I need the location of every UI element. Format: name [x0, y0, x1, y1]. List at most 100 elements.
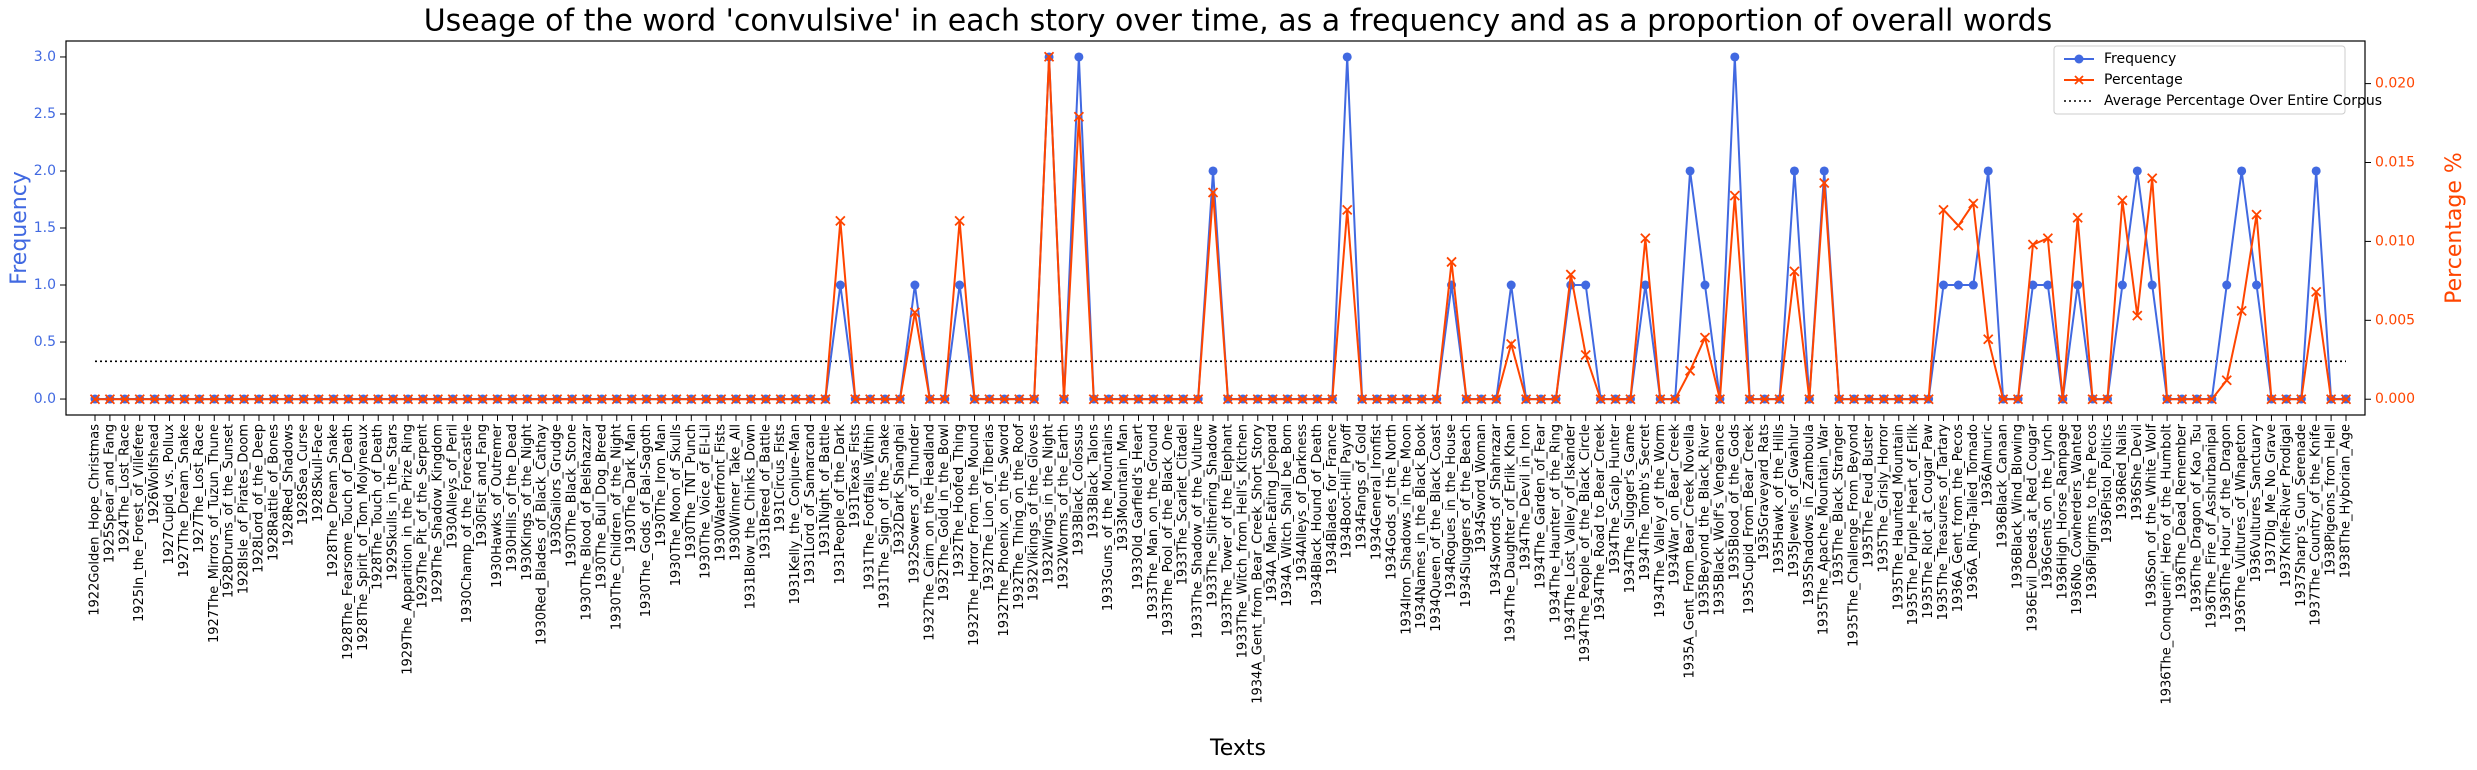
marker: [2325, 394, 2337, 405]
x-tick-label: 1928Drums_of_the_Sunset: [222, 424, 237, 598]
marker: [1819, 177, 1830, 189]
marker: [2236, 305, 2247, 316]
marker: [104, 394, 116, 405]
marker: [2043, 280, 2053, 290]
x-tick-label: 1934A_Man-Eating_Jeopard: [1265, 424, 1280, 602]
x-tick-label: 1933The_Shadow_of_the_Vulture: [1191, 424, 1206, 639]
x-tick-label: 1934The_Valley_of_the_Worm: [1653, 424, 1668, 618]
legend-marker: [2074, 54, 2084, 64]
x-tick-label: 1936The_Vultures_of_Whapeton: [2234, 424, 2249, 633]
marker: [1401, 394, 1412, 405]
x-tick-label: 1934Black_Hound_of_Death: [1310, 424, 1325, 606]
marker: [1625, 394, 1636, 405]
x-tick-label: 1934The_Slugger's_Game: [1623, 424, 1638, 593]
x-tick-label: 1930The_Gods_of_Bal-Sagoth: [639, 424, 654, 617]
marker: [1581, 280, 1591, 290]
marker: [1699, 332, 1711, 343]
marker: [194, 394, 205, 405]
x-tick-label: 1930Kings_of_the_Night: [520, 424, 535, 581]
x-tick-label: 1932Sowers_of_Thunder: [907, 423, 922, 583]
x-tick-label: 1935The_Purple_Heart_of_Erlik: [1906, 424, 1921, 626]
marker: [551, 394, 563, 405]
marker: [1327, 394, 1338, 405]
marker: [89, 394, 101, 405]
x-tick-label: 1933The_Slithering_Shadow: [1206, 424, 1221, 608]
marker: [447, 394, 458, 405]
x-tick-label: 1934The_Scalp_Hunter: [1608, 423, 1623, 574]
marker: [596, 394, 607, 405]
series-line: [95, 56, 2346, 401]
y2-tick-label: 0.010: [2375, 233, 2415, 249]
marker: [1193, 394, 1204, 405]
marker: [1863, 394, 1875, 405]
x-tick-label: 1929The_Apparition_in_the_Prize_Ring: [401, 424, 416, 675]
x-tick-label: 1931Texas_Fists: [848, 424, 863, 529]
marker: [1133, 394, 1144, 405]
marker: [402, 394, 414, 405]
x-tick-label: 1937Sharp's_Gun_Serenade: [2294, 424, 2309, 607]
marker: [1848, 394, 1860, 405]
marker: [1938, 204, 1949, 215]
y-tick-label: 0.5: [34, 334, 56, 350]
x-tick-label: 1934General_Ironfist: [1370, 424, 1385, 560]
marker: [1908, 394, 1919, 405]
marker: [1893, 394, 1904, 405]
marker: [119, 394, 130, 405]
marker: [671, 394, 682, 405]
x-tick-label: 1933The_Witch_from_Hell's_Kitchen: [1235, 424, 1250, 658]
x-tick-label: 1930The_Iron_Man: [654, 424, 669, 547]
marker: [581, 394, 593, 405]
marker: [909, 307, 921, 318]
x-tick-label: 1930The_Children_of_the_Night: [609, 424, 624, 630]
marker: [1476, 394, 1487, 405]
x-tick-label: 1932The_Hoofed_Thing: [952, 424, 967, 577]
x-tick-label: 1935The_Black_Stranger: [1832, 423, 1847, 586]
x-tick-label: 1933Black_Talons: [1086, 424, 1101, 539]
marker: [1148, 394, 1159, 405]
x-tick-label: 1934The_Haunter_of_the_Ring: [1548, 424, 1563, 623]
marker: [820, 394, 831, 405]
x-tick-label: 1936Son_of_the_White_Wolf: [2145, 424, 2160, 608]
x-tick-label: 1936No_Cowherders_Wanted: [2070, 424, 2085, 615]
legend-label: Percentage: [2104, 72, 2183, 88]
marker: [1789, 266, 1800, 277]
marker: [1878, 394, 1890, 405]
x-tick-label: 1931The_Sign_of_the_Snake: [878, 424, 893, 609]
x-tick-label: 1934Sluggers_of_the_Beach: [1459, 424, 1474, 607]
marker: [328, 394, 339, 405]
x-tick-label: 1935Graveyard_Rats: [1757, 424, 1772, 560]
y-axis-label: Frequency: [7, 171, 32, 285]
x-tick-label: 1934The_Tomb's_Secret: [1638, 424, 1653, 581]
marker: [939, 394, 950, 405]
x-tick-label: 1928The_Dream_Snake: [326, 424, 341, 577]
x-tick-label: 1936Almuric: [1981, 424, 1996, 507]
x-tick-label: 1933The_Man_on_the_Ground: [1146, 424, 1161, 620]
x-tick-label: 1936The_Fire_of_Asshurbanipal: [2204, 424, 2219, 629]
x-tick-label: 1927The_Mirrors_of_Tuzun_Thune: [207, 424, 222, 643]
marker: [1550, 394, 1562, 405]
marker: [2251, 209, 2262, 220]
chart-title: Useage of the word 'convulsive' in each …: [424, 4, 2053, 39]
marker: [2132, 310, 2143, 321]
x-tick-label: 1931Circus_Fists: [773, 424, 788, 533]
marker: [1730, 52, 1740, 62]
x-tick-label: 1937Knife-River_Prodigal: [2279, 424, 2294, 587]
marker: [1252, 394, 1263, 405]
marker: [1178, 394, 1189, 405]
marker: [1744, 394, 1755, 405]
marker: [1714, 394, 1726, 405]
x-tick-label: 1935The_Haunted_Mountain: [1891, 424, 1906, 610]
marker: [1968, 280, 1978, 290]
x-tick-label: 1929Skulls_in_the_Stars: [386, 424, 401, 581]
x-tick-label: 1930The_Voice_of_El-Lil: [699, 424, 714, 579]
x-tick-label: 1934Sword_Woman: [1474, 424, 1489, 553]
x-tick-label: 1935Black_Wolf's_Vengeance: [1712, 424, 1727, 616]
x-tick-label: 1933Mountain_Man: [1116, 424, 1131, 552]
x-tick-label: 1936She_Devil: [2130, 424, 2145, 521]
x-tick-label: 1928The_Spirit_of_Tom_Molyneaux: [356, 424, 371, 651]
marker: [1834, 394, 1845, 405]
marker: [1207, 187, 1219, 198]
x-tick-label: 1934Alleys_of_Darkness: [1295, 424, 1310, 582]
marker: [1356, 394, 1368, 405]
x-tick-label: 1936Evil_Deeds_at_Red_Cougar: [2025, 423, 2040, 631]
